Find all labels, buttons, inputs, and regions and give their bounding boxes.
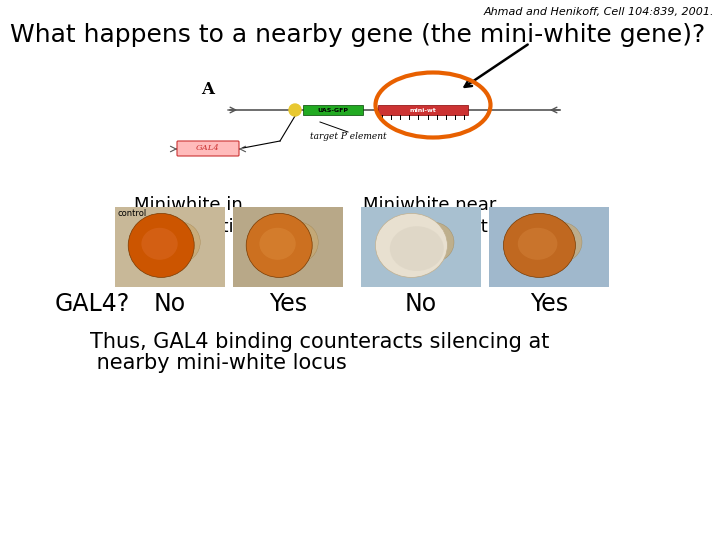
Text: target P element: target P element [310,132,387,141]
Text: No: No [405,292,437,316]
Ellipse shape [503,213,575,278]
Ellipse shape [128,213,194,278]
Text: GAL4: GAL4 [196,145,220,152]
Text: nearby mini-white locus: nearby mini-white locus [90,353,347,373]
Ellipse shape [390,226,444,271]
Ellipse shape [141,228,178,260]
Text: mini-wt: mini-wt [410,107,436,112]
Ellipse shape [518,228,557,260]
Bar [378,105,468,115]
Text: UAS-GFP: UAS-GFP [318,107,348,112]
FancyBboxPatch shape [177,141,239,156]
Ellipse shape [412,222,454,262]
Bar [303,105,363,115]
Text: GAL4?: GAL4? [55,292,130,316]
Bar [233,207,343,287]
Ellipse shape [246,213,312,278]
Text: Yes: Yes [269,292,307,316]
Ellipse shape [162,222,200,262]
Bar [343,207,361,287]
Text: Ahmad and Henikoff, Cell 104:839, 2001.: Ahmad and Henikoff, Cell 104:839, 2001. [484,7,714,17]
Text: Miniwhite near
heterochromatin: Miniwhite near heterochromatin [355,196,505,236]
Ellipse shape [280,222,318,262]
Circle shape [289,104,301,116]
Text: Miniwhite in
euchromatin: Miniwhite in euchromatin [131,196,245,236]
Bar [489,207,609,287]
Bar [115,207,225,287]
Text: control: control [118,209,148,218]
Text: No: No [154,292,186,316]
Ellipse shape [540,222,582,262]
Text: What happens to a nearby gene (the mini-white gene)?: What happens to a nearby gene (the mini-… [10,23,706,47]
Bar [361,207,481,287]
Text: Yes: Yes [530,292,568,316]
Text: Thus, GAL4 binding counteracts silencing at: Thus, GAL4 binding counteracts silencing… [90,332,549,352]
Text: A: A [202,82,215,98]
Ellipse shape [375,213,447,278]
Ellipse shape [259,228,296,260]
